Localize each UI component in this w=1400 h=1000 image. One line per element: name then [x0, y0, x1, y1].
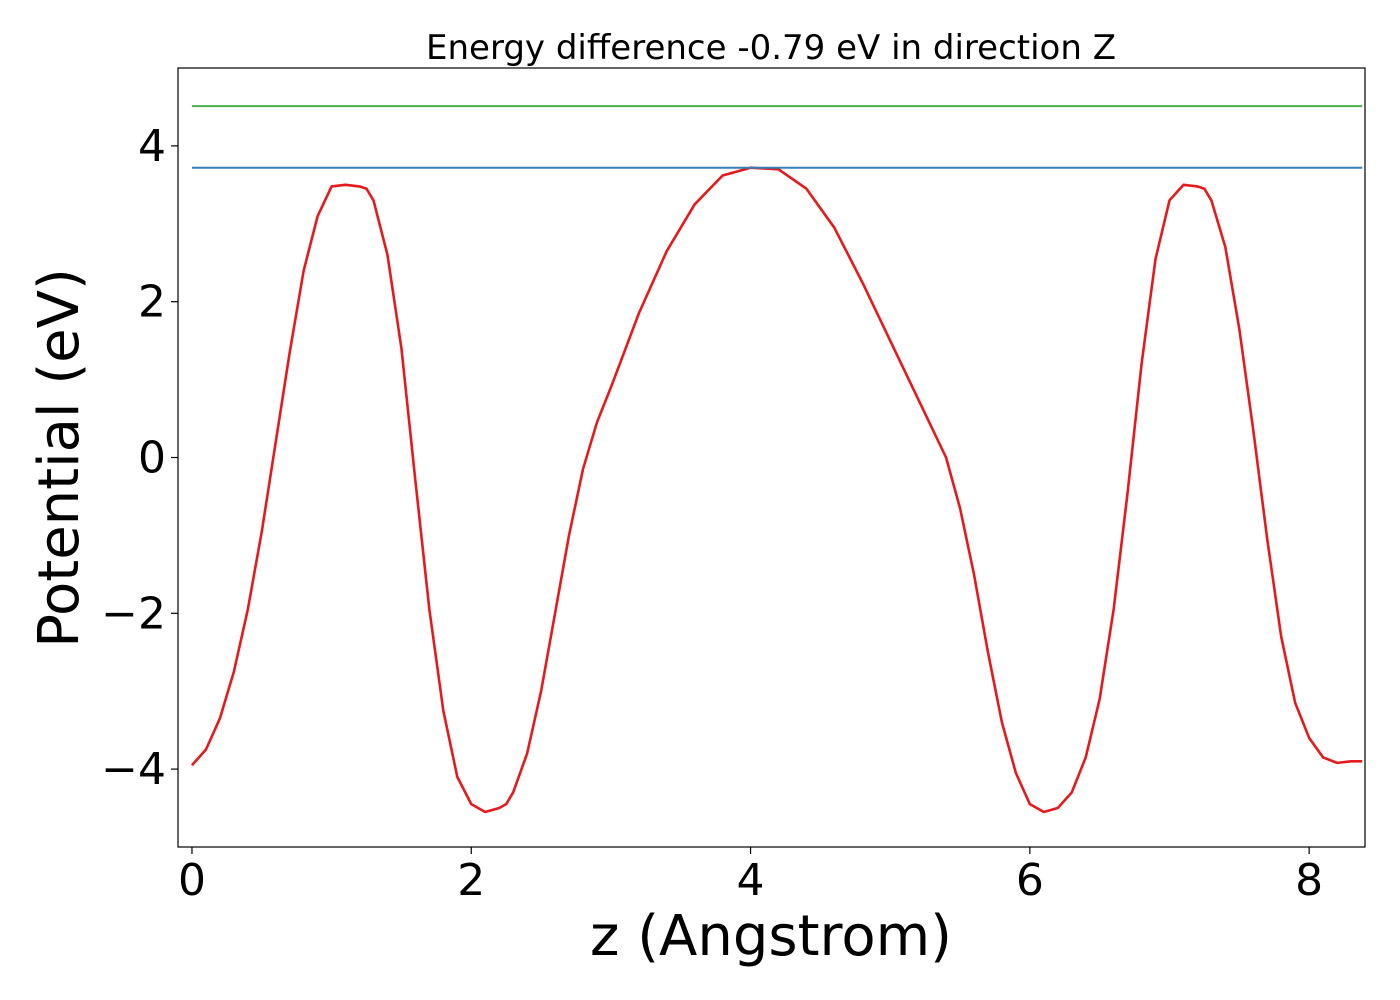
- series-layer: [190, 105, 1363, 814]
- x-tick-label: 8: [1295, 855, 1323, 906]
- y-tick-label: 0: [138, 433, 166, 484]
- y-tick-label: 4: [138, 121, 166, 172]
- y-tick-label: −2: [101, 588, 166, 639]
- axis-layer: 0 2 4 6 8 −4 −2 0 2 4: [101, 121, 1323, 906]
- chart-title: Energy difference -0.79 eV in direction …: [426, 28, 1116, 68]
- y-tick-label: 2: [138, 277, 166, 328]
- x-tick-label: 6: [1016, 855, 1044, 906]
- x-axis-label: z (Angstrom): [590, 904, 952, 969]
- y-axis-label: Potential (eV): [27, 268, 92, 648]
- x-tick-label: 0: [178, 855, 206, 906]
- x-tick-label: 4: [737, 855, 765, 906]
- x-tick-label: 2: [457, 855, 485, 906]
- y-tick-label: −4: [101, 744, 166, 795]
